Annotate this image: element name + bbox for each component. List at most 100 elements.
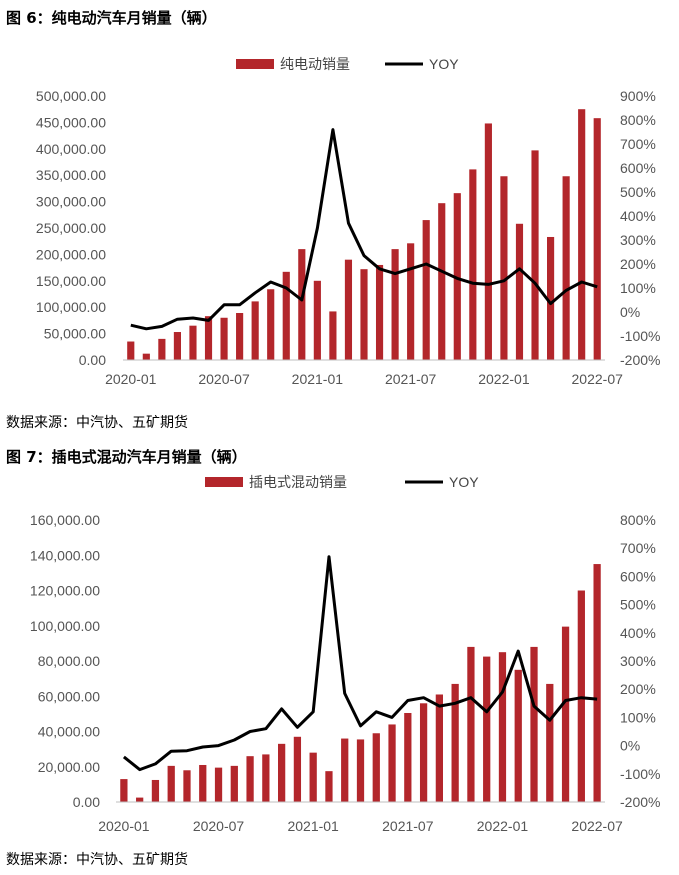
bar bbox=[325, 771, 333, 802]
y-right-tick-label: 500% bbox=[620, 184, 656, 200]
bar bbox=[127, 341, 135, 360]
bar bbox=[220, 317, 228, 360]
y-right-tick-label: 800% bbox=[620, 512, 656, 528]
y-right-tick-label: 0% bbox=[620, 738, 640, 754]
y-left-tick-label: 20,000.00 bbox=[38, 759, 100, 775]
legend-bar-swatch bbox=[205, 477, 243, 487]
bar bbox=[514, 669, 522, 802]
bar bbox=[451, 683, 459, 802]
bar bbox=[469, 169, 477, 360]
bar bbox=[199, 764, 207, 802]
y-right-tick-label: -200% bbox=[620, 794, 660, 810]
x-tick-label: 2020-01 bbox=[98, 818, 150, 834]
bar bbox=[407, 243, 415, 360]
bar bbox=[313, 280, 321, 360]
y-right-tick-label: 0% bbox=[620, 304, 640, 320]
y-left-tick-label: 0.00 bbox=[73, 794, 100, 810]
y-right-tick-label: 600% bbox=[620, 160, 656, 176]
bar bbox=[214, 767, 223, 802]
y-right-tick-label: 300% bbox=[620, 653, 656, 669]
bar bbox=[360, 269, 368, 360]
y-left-tick-label: 200,000.00 bbox=[36, 246, 106, 262]
bar bbox=[375, 264, 384, 360]
y-left-tick-label: 140,000.00 bbox=[30, 547, 100, 563]
y-left-tick-label: 450,000.00 bbox=[36, 114, 106, 130]
y-left-tick-label: 300,000.00 bbox=[36, 194, 106, 210]
y-right-tick-label: -100% bbox=[620, 766, 660, 782]
bar bbox=[298, 249, 306, 360]
bar bbox=[438, 203, 446, 360]
y-left-tick-label: 50,000.00 bbox=[44, 326, 106, 342]
bar bbox=[578, 109, 586, 360]
x-tick-label: 2020-01 bbox=[105, 371, 157, 387]
x-tick-label: 2022-01 bbox=[477, 818, 529, 834]
y-right-tick-label: 600% bbox=[620, 568, 656, 584]
bar bbox=[158, 338, 166, 360]
figure-6-source: 数据来源：中汽协、五矿期货 bbox=[6, 415, 188, 431]
yoy-line bbox=[122, 555, 598, 772]
x-tick-label: 2021-01 bbox=[292, 371, 344, 387]
bar bbox=[142, 353, 150, 360]
legend-label-yoy: YOY bbox=[429, 56, 459, 72]
bar bbox=[391, 249, 399, 360]
bar bbox=[546, 683, 554, 802]
y-left-tick-label: 0.00 bbox=[79, 352, 106, 368]
legend-label-yoy: YOY bbox=[449, 474, 479, 490]
bar bbox=[515, 223, 524, 360]
bar bbox=[341, 738, 349, 802]
y-right-tick-label: 900% bbox=[620, 88, 656, 104]
bar bbox=[293, 736, 302, 802]
y-right-tick-label: 500% bbox=[620, 597, 656, 613]
y-right-tick-label: 200% bbox=[620, 256, 656, 272]
yoy-line bbox=[130, 128, 598, 331]
bar bbox=[498, 652, 507, 802]
y-left-tick-label: 40,000.00 bbox=[38, 724, 100, 740]
y-left-tick-label: 500,000.00 bbox=[36, 88, 106, 104]
bar bbox=[204, 316, 213, 360]
bar bbox=[467, 646, 475, 802]
x-tick-label: 2022-07 bbox=[571, 818, 623, 834]
bar bbox=[356, 739, 365, 802]
x-tick-label: 2020-07 bbox=[193, 818, 245, 834]
bar bbox=[435, 694, 443, 802]
y-right-tick-label: -100% bbox=[620, 328, 660, 344]
figure-7-source: 数据来源：中汽协、五矿期货 bbox=[6, 852, 188, 868]
phev-sales-chart: 插电式混动销量 YOY 0.00 20,000.00 40,000.00 60,000.0… bbox=[30, 474, 661, 834]
y-left-tick-label: 100,000.00 bbox=[36, 299, 106, 315]
figure-7-title: 图 7：插电式混动汽车月销量（辆） bbox=[6, 448, 247, 466]
bar bbox=[282, 271, 290, 360]
y-left-tick-label: 60,000.00 bbox=[38, 688, 100, 704]
bar bbox=[531, 150, 539, 360]
y-right-tick-label: 300% bbox=[620, 232, 656, 248]
bar bbox=[246, 756, 254, 802]
bar bbox=[404, 712, 412, 802]
y-right-tick-label: -200% bbox=[620, 352, 660, 368]
bar bbox=[183, 770, 191, 802]
y-left-tick-label: 100,000.00 bbox=[30, 618, 100, 634]
bar bbox=[419, 703, 428, 802]
x-tick-label: 2022-07 bbox=[572, 371, 624, 387]
bar bbox=[562, 176, 570, 360]
figure-6-title: 图 6：纯电动汽车月销量（辆） bbox=[6, 9, 217, 27]
bar bbox=[151, 779, 160, 802]
x-tick-label: 2021-07 bbox=[385, 371, 437, 387]
y-right-tick-label: 400% bbox=[620, 625, 656, 641]
x-tick-label: 2022-01 bbox=[478, 371, 530, 387]
legend-bar-swatch bbox=[236, 59, 274, 69]
legend-label-bars: 纯电动销量 bbox=[280, 56, 350, 72]
bar bbox=[453, 193, 461, 360]
y-left-tick-label: 160,000.00 bbox=[30, 512, 100, 528]
y-left-tick-label: 400,000.00 bbox=[36, 141, 106, 157]
y-left-tick-label: 350,000.00 bbox=[36, 167, 106, 183]
bar bbox=[329, 311, 337, 360]
bar bbox=[230, 765, 238, 802]
bar bbox=[236, 313, 244, 360]
bar bbox=[189, 325, 197, 360]
bar bbox=[136, 797, 144, 802]
y-left-tick-label: 120,000.00 bbox=[30, 583, 100, 599]
y-right-tick-label: 100% bbox=[620, 280, 656, 296]
x-tick-label: 2020-07 bbox=[198, 371, 250, 387]
bar bbox=[372, 733, 380, 802]
bar bbox=[500, 176, 508, 360]
bar bbox=[530, 646, 538, 802]
